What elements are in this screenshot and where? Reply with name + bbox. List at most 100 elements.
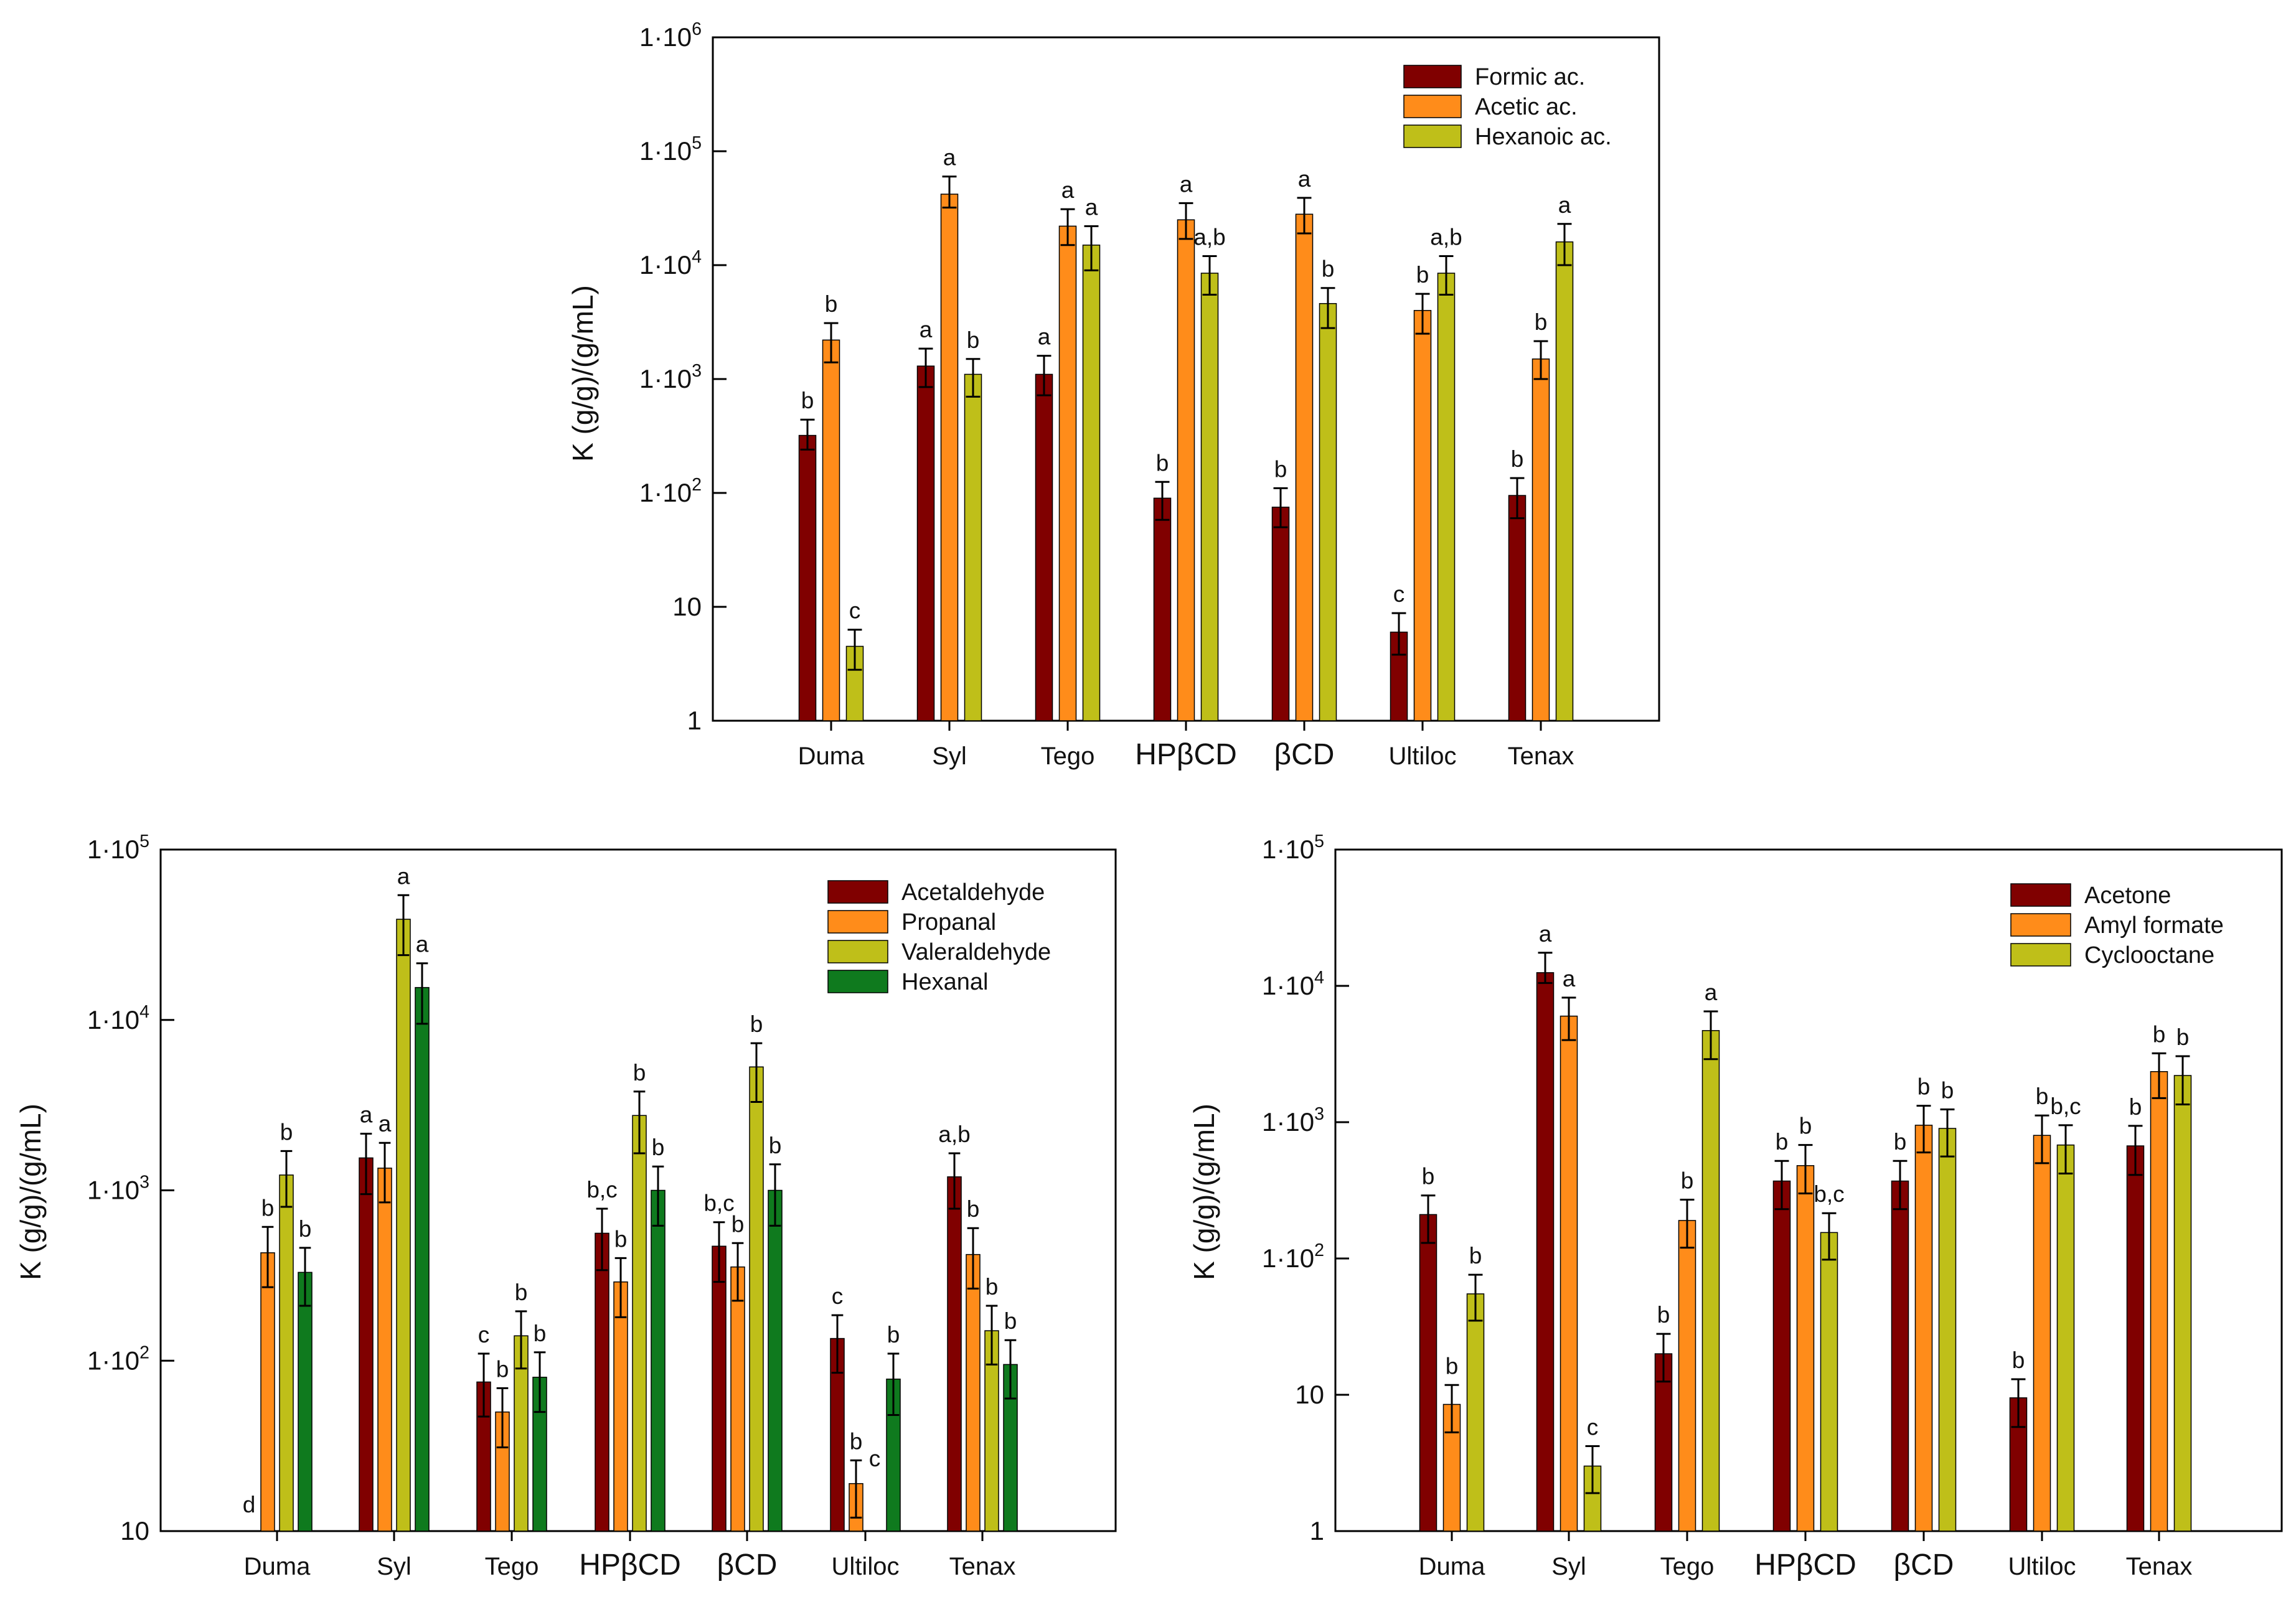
- significance-letter: b: [967, 1196, 980, 1222]
- category-label: HPβCD: [1754, 1549, 1856, 1582]
- bar: [1413, 310, 1432, 721]
- significance-letter: a: [1298, 166, 1311, 192]
- y-tick-label: 1·103: [639, 361, 702, 393]
- bar: [2056, 1144, 2075, 1532]
- y-tick-base: 1·10: [639, 136, 692, 166]
- category-label: Tego: [1041, 743, 1095, 770]
- significance-letter: b: [732, 1211, 745, 1237]
- bar: [1555, 241, 1574, 721]
- significance-letter: a: [1180, 171, 1193, 197]
- legend-label: Formic ac.: [1475, 64, 1585, 90]
- significance-letter: a,b: [938, 1122, 970, 1147]
- y-tick-base: 1: [1310, 1516, 1324, 1545]
- legend-label: Propanal: [901, 909, 996, 935]
- y-tick-exponent: 4: [1314, 968, 1324, 988]
- significance-letter: b: [1799, 1113, 1812, 1139]
- category-label: Tenax: [2126, 1553, 2193, 1580]
- bar: [1701, 1030, 1720, 1532]
- significance-letter: c: [1393, 581, 1405, 607]
- significance-letter: a: [1085, 194, 1098, 220]
- y-tick-exponent: 2: [139, 1343, 149, 1362]
- significance-letter: b: [534, 1321, 547, 1346]
- significance-letter: c: [1587, 1415, 1599, 1440]
- y-tick-base: 1·10: [87, 1346, 139, 1375]
- significance-letter: b: [1422, 1164, 1435, 1189]
- legend-label: Valeraldehyde: [901, 939, 1051, 965]
- y-tick-label: 1: [1310, 1516, 1324, 1545]
- legend-swatch: [827, 940, 888, 963]
- bar: [730, 1266, 745, 1532]
- bar: [1560, 1015, 1578, 1532]
- category-label: Syl: [1551, 1553, 1586, 1580]
- significance-letter: b,c: [703, 1191, 734, 1216]
- significance-letter: a,b: [1430, 225, 1462, 250]
- significance-letter: b: [1511, 446, 1524, 472]
- significance-letter: b,c: [586, 1177, 617, 1202]
- bar: [1820, 1232, 1838, 1532]
- y-axis-title: K (g/g)/(g/mL): [567, 285, 599, 462]
- y-tick-exponent: 3: [139, 1173, 149, 1193]
- y-tick-exponent: 5: [1314, 832, 1324, 851]
- significance-letter: b: [280, 1119, 293, 1145]
- significance-letter: b: [887, 1322, 900, 1347]
- bar: [1914, 1125, 1933, 1532]
- significance-letter: b: [299, 1216, 312, 1242]
- bar: [768, 1189, 783, 1532]
- significance-letter: a: [1558, 192, 1571, 218]
- significance-letter: b: [2153, 1021, 2166, 1047]
- y-tick-label: 1·106: [639, 19, 702, 52]
- significance-letter: a: [943, 145, 956, 171]
- bar: [396, 919, 411, 1532]
- significance-letter: b: [1776, 1129, 1789, 1155]
- bar: [1536, 972, 1555, 1532]
- y-tick-base: 1: [687, 706, 702, 735]
- significance-letter: a: [397, 863, 410, 889]
- significance-letter: b: [2012, 1347, 2025, 1373]
- significance-letter: b: [769, 1133, 782, 1158]
- bar: [1772, 1180, 1791, 1532]
- legend-swatch: [2010, 883, 2071, 907]
- category-label: Tego: [485, 1553, 539, 1580]
- bar: [1508, 495, 1527, 721]
- y-tick-label: 1·105: [1262, 832, 1324, 864]
- y-tick-exponent: 6: [692, 19, 702, 39]
- y-tick-label: 1·105: [87, 832, 149, 864]
- significance-letter: a: [1038, 324, 1051, 350]
- bar: [947, 1176, 962, 1532]
- significance-letter: b: [496, 1356, 509, 1382]
- significance-letter: a: [360, 1102, 373, 1127]
- y-tick-base: 1·10: [639, 250, 692, 279]
- legend-label: Cyclooctane: [2084, 942, 2214, 968]
- category-label: Ultiloc: [2008, 1553, 2076, 1580]
- significance-letter: b,c: [1814, 1181, 1844, 1207]
- significance-letter: a: [379, 1111, 392, 1136]
- significance-letter: b: [2176, 1024, 2190, 1050]
- significance-letter: b: [1535, 309, 1548, 335]
- bar: [2150, 1071, 2168, 1532]
- y-tick-exponent: 2: [692, 475, 702, 495]
- legend-label: Acetone: [2084, 883, 2171, 909]
- significance-letter: a: [1563, 966, 1576, 991]
- significance-letter: b: [1657, 1302, 1670, 1328]
- bar: [1678, 1220, 1696, 1532]
- y-tick-label: 1·102: [1262, 1240, 1324, 1273]
- y-tick-exponent: 5: [139, 832, 149, 851]
- y-tick-label: 1·104: [1262, 968, 1324, 1000]
- y-tick-label: 1·104: [87, 1002, 149, 1034]
- y-tick-label: 10: [672, 592, 702, 621]
- y-axis-title: K (g/g)/(g/mL): [14, 1104, 47, 1280]
- y-tick-base: 1·10: [1262, 1244, 1314, 1273]
- bar: [415, 986, 430, 1532]
- significance-letter: b: [614, 1226, 628, 1252]
- significance-letter: a: [1539, 921, 1552, 947]
- category-label: Duma: [244, 1553, 311, 1580]
- bar: [1891, 1180, 1909, 1532]
- significance-letter: b: [1469, 1243, 1482, 1268]
- significance-letter: b: [825, 291, 838, 317]
- bar: [1153, 497, 1172, 721]
- y-tick-base: 1·10: [1262, 971, 1314, 1000]
- bar: [1654, 1353, 1673, 1532]
- significance-letter: b: [750, 1011, 763, 1037]
